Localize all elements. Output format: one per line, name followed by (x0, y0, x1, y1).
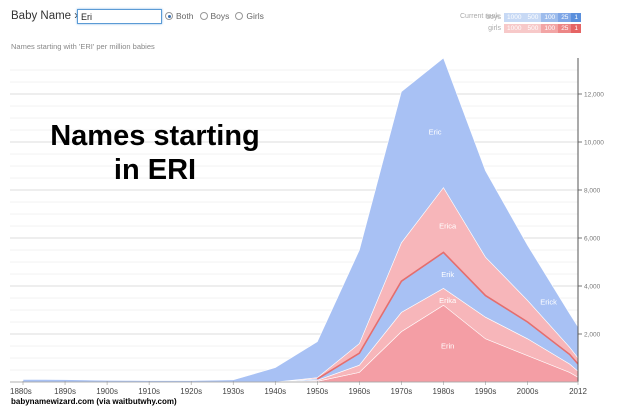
series-label-erick: Erick (540, 298, 557, 307)
x-tick-label: 1920s (180, 387, 202, 396)
chart-subtitle: Names starting with 'ERI' per million ba… (11, 42, 155, 51)
series-label-erik: Erik (441, 270, 454, 279)
app-title[interactable]: Baby Name › (11, 10, 79, 22)
rank-cell: 1 (571, 24, 582, 33)
rank-cell: 100 (541, 24, 559, 33)
radio-both-label: Both (176, 11, 194, 21)
source-credit: babynamewizard.com (via waitbutwhy.com) (11, 397, 177, 406)
rank-cell: 500 (524, 13, 542, 22)
erik-line (316, 251, 579, 380)
rank-row-label: girls (488, 25, 501, 32)
radio-girls-label: Girls (246, 11, 264, 21)
radio-dot[interactable] (199, 12, 208, 20)
series-label-layer: Eric Erica Erik Erika Erin Erick (429, 128, 558, 351)
rank-row-girls: girls 1000 500 100 25 1 (483, 24, 582, 33)
rank-row-boys: boys 1000 500 100 25 1 (483, 13, 582, 22)
rank-cell: 100 (541, 13, 559, 22)
radio-boys-label: Boys (210, 11, 230, 21)
radio-girls[interactable]: Girls (235, 11, 264, 21)
x-tick-label: 2012 (569, 387, 587, 396)
name-popularity-chart: Eric Erica Erik Erika Erin Erick 2,000 4,000 6,… (10, 57, 604, 396)
radio-boys[interactable]: Boys (199, 11, 230, 21)
axis-layer: 2,000 4,000 6,000 8,000 10,000 12,000 1880s 189… (10, 58, 604, 396)
x-tick-label: 1900s (96, 387, 118, 396)
headline: Names starting in ERI (0, 119, 310, 187)
headline-line-2: in ERI (113, 154, 197, 186)
rank-cell: 1000 (504, 13, 525, 22)
rank-cell: 25 (558, 24, 572, 33)
series-label-erin: Erin (441, 341, 454, 350)
y-tick-label: 10,000 (584, 140, 604, 147)
rank-cells-girls: 1000 500 100 25 1 (504, 24, 582, 33)
headline-line-1: Names starting (50, 120, 260, 152)
y-tick-label: 6,000 (584, 236, 601, 243)
rank-cells-boys: 1000 500 100 25 1 (504, 13, 582, 22)
top-bar: Baby Name › Both Boys Girls Current rank… (0, 0, 640, 36)
radio-dot[interactable] (235, 12, 244, 20)
x-tick-label: 1940s (264, 387, 286, 396)
x-tick-label: 1960s (348, 387, 370, 396)
x-tick-label: 1980s (433, 387, 455, 396)
rank-row-label: boys (486, 14, 501, 21)
x-tick-label: 1910s (138, 387, 160, 396)
y-tick-label: 8,000 (584, 188, 601, 195)
name-search-input[interactable] (77, 9, 162, 24)
y-tick-label: 12,000 (584, 92, 604, 99)
x-tick-label: 1990s (475, 387, 497, 396)
x-tick-label: 1880s (10, 387, 32, 396)
radio-dot-selected[interactable] (165, 12, 173, 20)
area-layer (22, 57, 579, 383)
rank-cell: 25 (558, 13, 572, 22)
rank-cell: 500 (524, 24, 542, 33)
y-tick-label: 2,000 (584, 332, 601, 339)
y-tick-label: 4,000 (584, 284, 601, 291)
current-rank-title: Current rank: (460, 13, 501, 20)
x-tick-label: 1890s (54, 387, 76, 396)
x-tick-label: 1930s (222, 387, 244, 396)
sex-filter: Both Boys Girls (165, 11, 264, 21)
x-tick-label: 1970s (391, 387, 413, 396)
series-label-eric: Eric (429, 128, 442, 137)
radio-both[interactable]: Both (165, 11, 194, 21)
series-label-erica: Erica (439, 222, 457, 231)
rank-cell: 1000 (504, 24, 525, 33)
x-tick-label: 2000s (517, 387, 539, 396)
x-tick-label: 1950s (306, 387, 328, 396)
rank-cell: 1 (571, 13, 582, 22)
series-label-erika: Erika (439, 296, 457, 305)
